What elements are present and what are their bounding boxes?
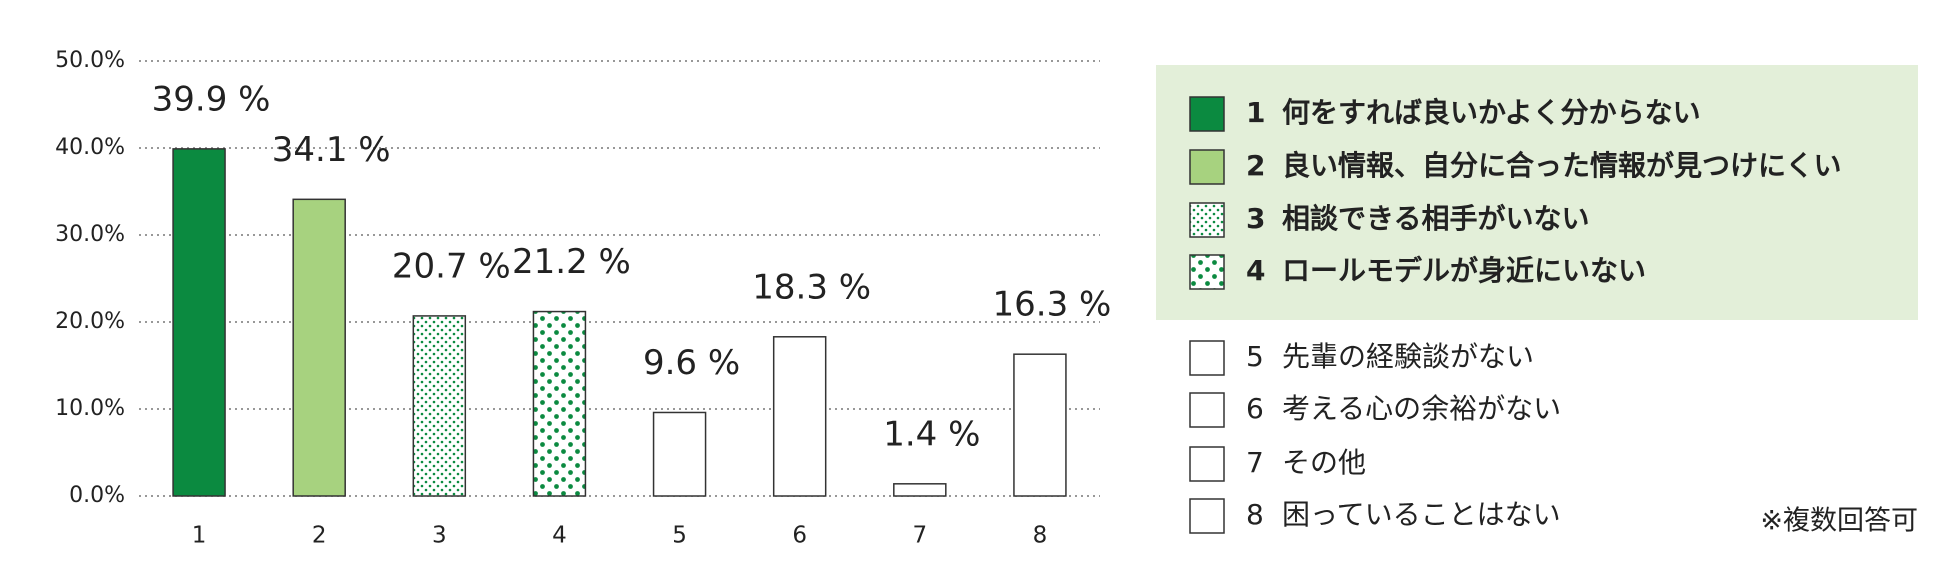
x-tick-label: 2 [312, 523, 327, 549]
x-tick-label: 8 [1033, 523, 1048, 549]
value-label: 16.3 % [993, 285, 1112, 325]
legend-swatch [1189, 340, 1225, 376]
y-tick-label: 0.0% [69, 483, 125, 508]
legend-label: 困っていることはない [1282, 498, 1561, 531]
legend-swatch [1189, 254, 1225, 290]
legend-number: 3 [1246, 202, 1265, 235]
legend-label: 先輩の経験談がない [1282, 340, 1534, 373]
value-label: 21.2 % [512, 242, 631, 282]
value-label: 18.3 % [752, 267, 871, 307]
bar [292, 198, 346, 497]
legend-label: その他 [1282, 446, 1366, 479]
x-tick-label: 6 [792, 523, 807, 549]
x-tick-label: 7 [912, 523, 927, 549]
x-tick-label: 1 [192, 523, 207, 549]
legend-swatch [1189, 96, 1225, 132]
legend-number: 5 [1246, 340, 1264, 373]
bar [412, 315, 467, 497]
legend-number: 8 [1246, 498, 1264, 531]
legend-number: 6 [1246, 392, 1264, 425]
bar [893, 483, 947, 497]
legend-number: 1 [1246, 96, 1265, 129]
legend-swatch [1189, 498, 1225, 534]
x-tick-label: 4 [552, 523, 567, 549]
value-label: 34.1 % [272, 130, 391, 170]
bar [532, 310, 587, 497]
y-tick-label: 40.0% [55, 135, 125, 160]
value-label: 1.4 % [883, 414, 980, 454]
legend-label: ロールモデルが身近にいない [1282, 254, 1646, 287]
note: ※複数回答可 [1760, 506, 1918, 537]
legend-swatch [1189, 392, 1225, 428]
bar [652, 411, 707, 497]
value-label: 39.9 % [152, 79, 271, 119]
legend-number: 2 [1246, 149, 1265, 182]
legend-number: 4 [1246, 254, 1265, 287]
y-tick-label: 20.0% [55, 309, 125, 334]
legend-label: 何をすれば良いかよく分からない [1282, 96, 1701, 129]
legend-label: 相談できる相手がいない [1282, 202, 1589, 235]
bar [772, 336, 827, 497]
x-tick-label: 3 [432, 523, 447, 549]
y-tick-label: 30.0% [55, 222, 125, 247]
legend-swatch [1189, 149, 1225, 185]
y-tick-label: 10.0% [55, 396, 125, 421]
bar [1013, 353, 1067, 497]
legend-number: 7 [1246, 446, 1264, 479]
legend-highlight [1156, 65, 1918, 320]
legend-label: 考える心の余裕がない [1282, 392, 1561, 425]
legend-swatch [1189, 202, 1225, 238]
bar [172, 148, 226, 497]
value-label: 9.6 % [643, 343, 740, 383]
legend-swatch [1189, 446, 1225, 482]
legend-label: 良い情報、自分に合った情報が見つけにくい [1282, 149, 1841, 182]
value-label: 20.7 % [392, 246, 511, 286]
y-tick-label: 50.0% [55, 48, 125, 73]
x-tick-label: 5 [672, 523, 687, 549]
